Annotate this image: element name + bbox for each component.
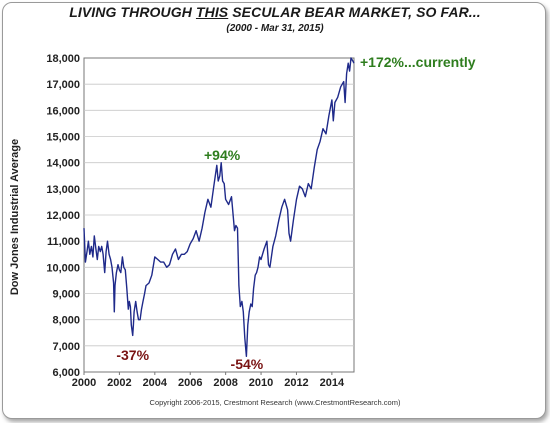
title-part-3: SECULAR BEAR MARKET, SO FAR... <box>228 4 481 20</box>
x-tick-label: 2002 <box>107 377 131 389</box>
y-tick-label: 16,000 <box>46 105 80 117</box>
x-tick-label: 2008 <box>213 377 237 389</box>
x-tick-label: 2004 <box>143 377 168 389</box>
chart-title: LIVING THROUGH THIS SECULAR BEAR MARKET,… <box>0 4 550 20</box>
x-tick-label: 2010 <box>249 377 273 389</box>
y-tick-label: 12,000 <box>46 210 80 222</box>
copyright-credit: Copyright 2006-2015, Crestmont Research … <box>149 398 401 407</box>
x-tick-label: 2000 <box>72 377 96 389</box>
y-tick-label: 8,000 <box>52 315 80 327</box>
y-tick-label: 14,000 <box>46 158 80 170</box>
annotation-label: -37% <box>116 347 149 363</box>
annotation-label: +94% <box>204 147 241 163</box>
title-part-2: THIS <box>195 4 229 20</box>
y-tick-label: 15,000 <box>46 132 80 144</box>
y-tick-label: 10,000 <box>46 262 80 274</box>
y-tick-label: 13,000 <box>46 184 80 196</box>
x-tick-label: 2014 <box>320 377 345 389</box>
annotation-label: -54% <box>231 356 264 372</box>
dow-jones-series-line <box>83 57 355 357</box>
y-tick-label: 9,000 <box>52 289 80 301</box>
y-tick-label: 6,000 <box>52 367 80 379</box>
y-tick-label: 18,000 <box>46 53 80 65</box>
title-part-1: LIVING THROUGH <box>69 4 196 20</box>
annotation-label: +172%...currently <box>360 54 476 70</box>
y-tick-label: 7,000 <box>52 341 80 353</box>
x-tick-label: 2006 <box>178 377 202 389</box>
y-tick-label: 11,000 <box>47 236 80 248</box>
x-tick-label: 2012 <box>284 377 308 389</box>
y-tick-label: 17,000 <box>46 79 80 91</box>
chart-subtitle: (2000 - Mar 31, 2015) <box>226 23 324 34</box>
